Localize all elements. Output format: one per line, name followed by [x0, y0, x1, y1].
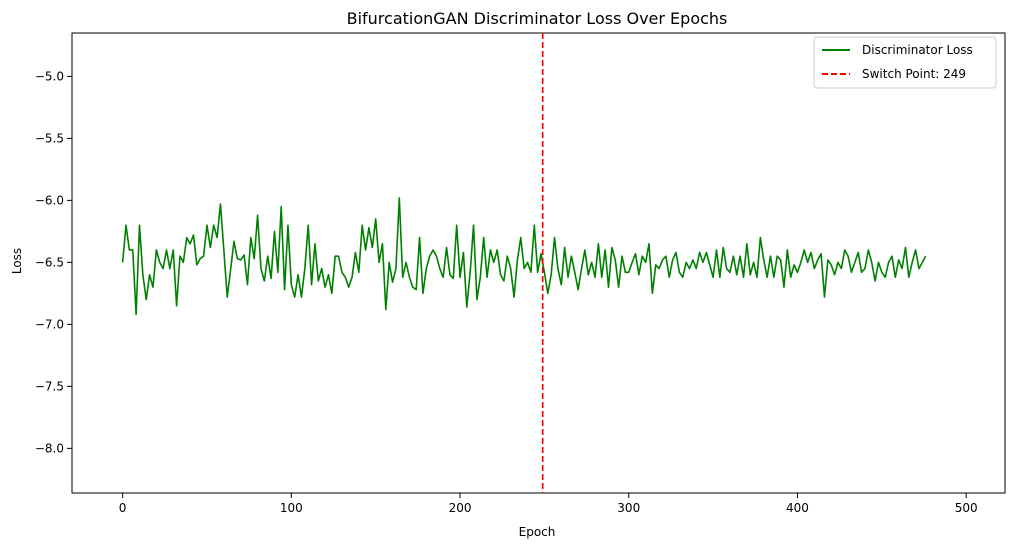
chart-title: BifurcationGAN Discriminator Loss Over E…: [347, 9, 728, 28]
y-tick-label: −7.5: [35, 379, 64, 393]
y-tick-label: −5.0: [35, 69, 64, 83]
legend-series-label: Discriminator Loss: [862, 43, 973, 57]
series-line-0: [121, 197, 927, 316]
x-tick-label: 400: [786, 501, 809, 515]
y-axis-label: Loss: [10, 248, 24, 274]
x-tick-label: 500: [955, 501, 978, 515]
y-tick-label: −8.0: [35, 441, 64, 455]
x-axis-label: Epoch: [519, 525, 556, 539]
y-tick-label: −6.0: [35, 193, 64, 207]
x-tick-label: 300: [617, 501, 640, 515]
x-tick-label: 200: [449, 501, 472, 515]
plot-area: [71, 32, 1006, 494]
y-tick-label: −5.5: [35, 131, 64, 145]
y-axis-ticks: −8.0 −7.5 −7.0 −6.5 −6.0 −5.5 −5.0: [35, 69, 72, 455]
legend-box: [813, 36, 997, 89]
x-axis-ticks: 0 100 200 300 400 500: [119, 493, 978, 515]
x-tick-label: 100: [280, 501, 303, 515]
legend-switch-label: Switch Point: 249: [862, 67, 966, 81]
x-tick-label: 0: [119, 501, 127, 515]
legend: Discriminator Loss Switch Point: 249: [813, 36, 997, 89]
y-tick-label: −6.5: [35, 255, 64, 269]
y-tick-label: −7.0: [35, 317, 64, 331]
series-layer: [121, 197, 927, 316]
